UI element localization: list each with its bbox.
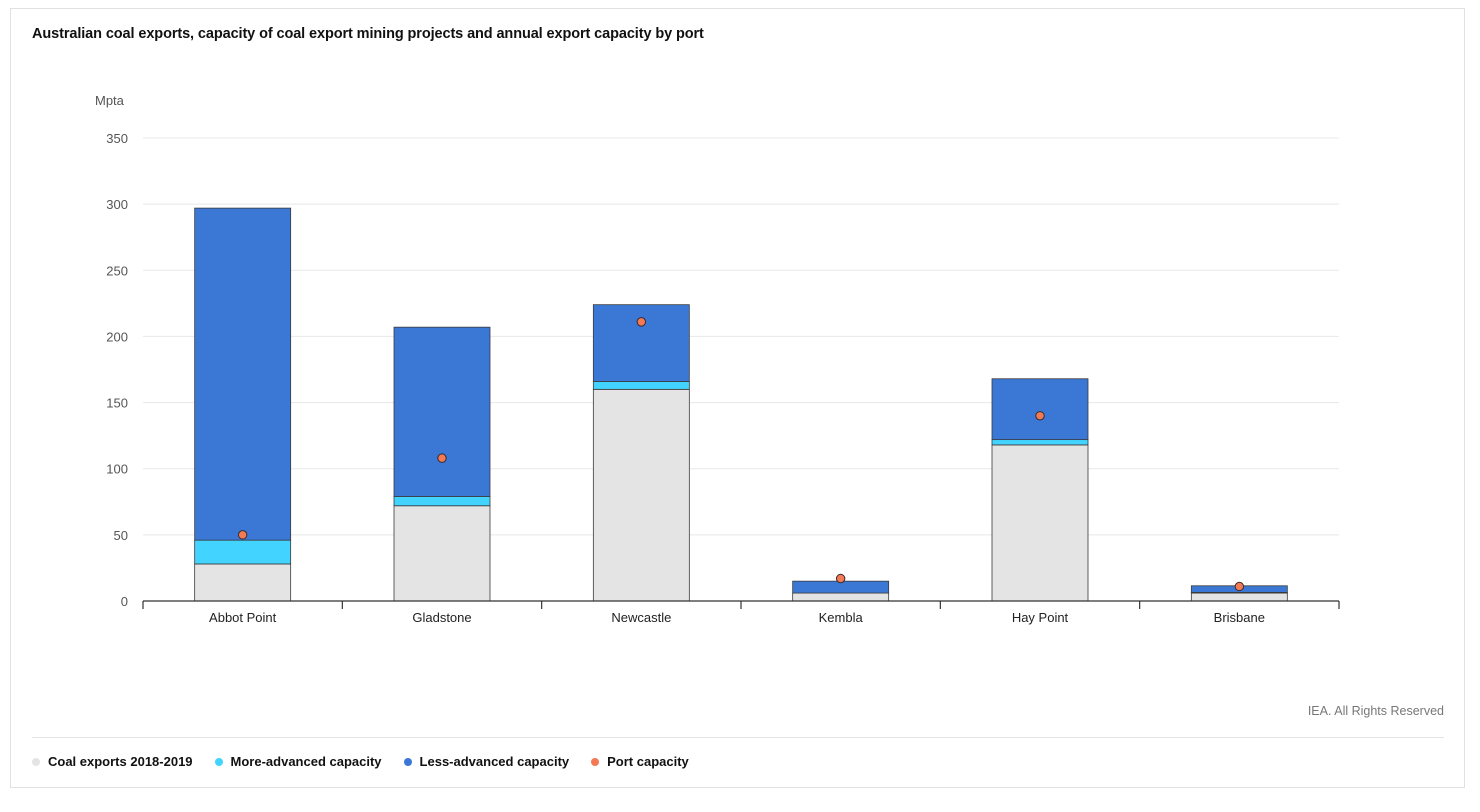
legend-label: Port capacity [607,754,689,769]
x-tick-label: Abbot Point [209,610,277,625]
legend-swatch [214,757,223,766]
legend-label: Coal exports 2018-2019 [48,754,193,769]
x-tick-label: Newcastle [611,610,671,625]
legend-item-more-advanced[interactable]: More-advanced capacity [214,754,382,769]
bar-segment [991,439,1089,446]
bar-segment [592,304,690,382]
legend-label: More-advanced capacity [230,754,382,769]
bar-segment [393,505,491,602]
bar-segment [592,381,690,390]
port-capacity-point [636,317,647,327]
legend: Coal exports 2018-2019 More-advanced cap… [32,754,689,769]
y-tick-label: 50 [114,528,128,543]
credit-text: IEA. All Rights Reserved [1307,704,1444,718]
bar-segment [1190,592,1288,602]
legend-swatch [591,757,600,766]
y-tick-label: 250 [106,263,128,278]
legend-item-port-capacity[interactable]: Port capacity [591,754,689,769]
bar-segment [991,444,1089,602]
bar-segment [393,326,491,497]
legend-divider [32,737,1444,738]
y-tick-label: 350 [106,131,128,146]
y-tick-label: 200 [106,329,128,344]
y-tick-label: 0 [121,594,128,609]
y-tick-label: 150 [106,396,128,411]
legend-swatch [403,757,412,766]
bar-segment [194,563,292,602]
y-axis-label: Mpta [95,93,125,108]
x-tick-label: Gladstone [412,610,471,625]
y-tick-label: 300 [106,197,128,212]
port-capacity-point [237,530,248,540]
bar-segment [991,378,1089,441]
legend-item-coal-exports[interactable]: Coal exports 2018-2019 [32,754,193,769]
bar-segment [592,388,690,602]
legend-label: Less-advanced capacity [419,754,570,769]
port-capacity-point [835,573,846,584]
x-tick-label: Hay Point [1012,610,1069,625]
bar-segment [194,539,292,565]
legend-swatch [32,757,40,766]
chart-title: Australian coal exports, capacity of coa… [32,26,704,42]
x-tick-label: Brisbane [1214,610,1265,625]
port-capacity-point [1035,411,1045,421]
x-tick-label: Kembla [819,610,864,625]
bar-segment [792,592,890,602]
bar-segment [393,496,491,507]
bar-segment [194,207,292,541]
port-capacity-point [1234,581,1245,592]
legend-item-less-advanced[interactable]: Less-advanced capacity [403,754,570,769]
port-capacity-point [437,453,447,463]
y-tick-label: 100 [106,462,128,477]
